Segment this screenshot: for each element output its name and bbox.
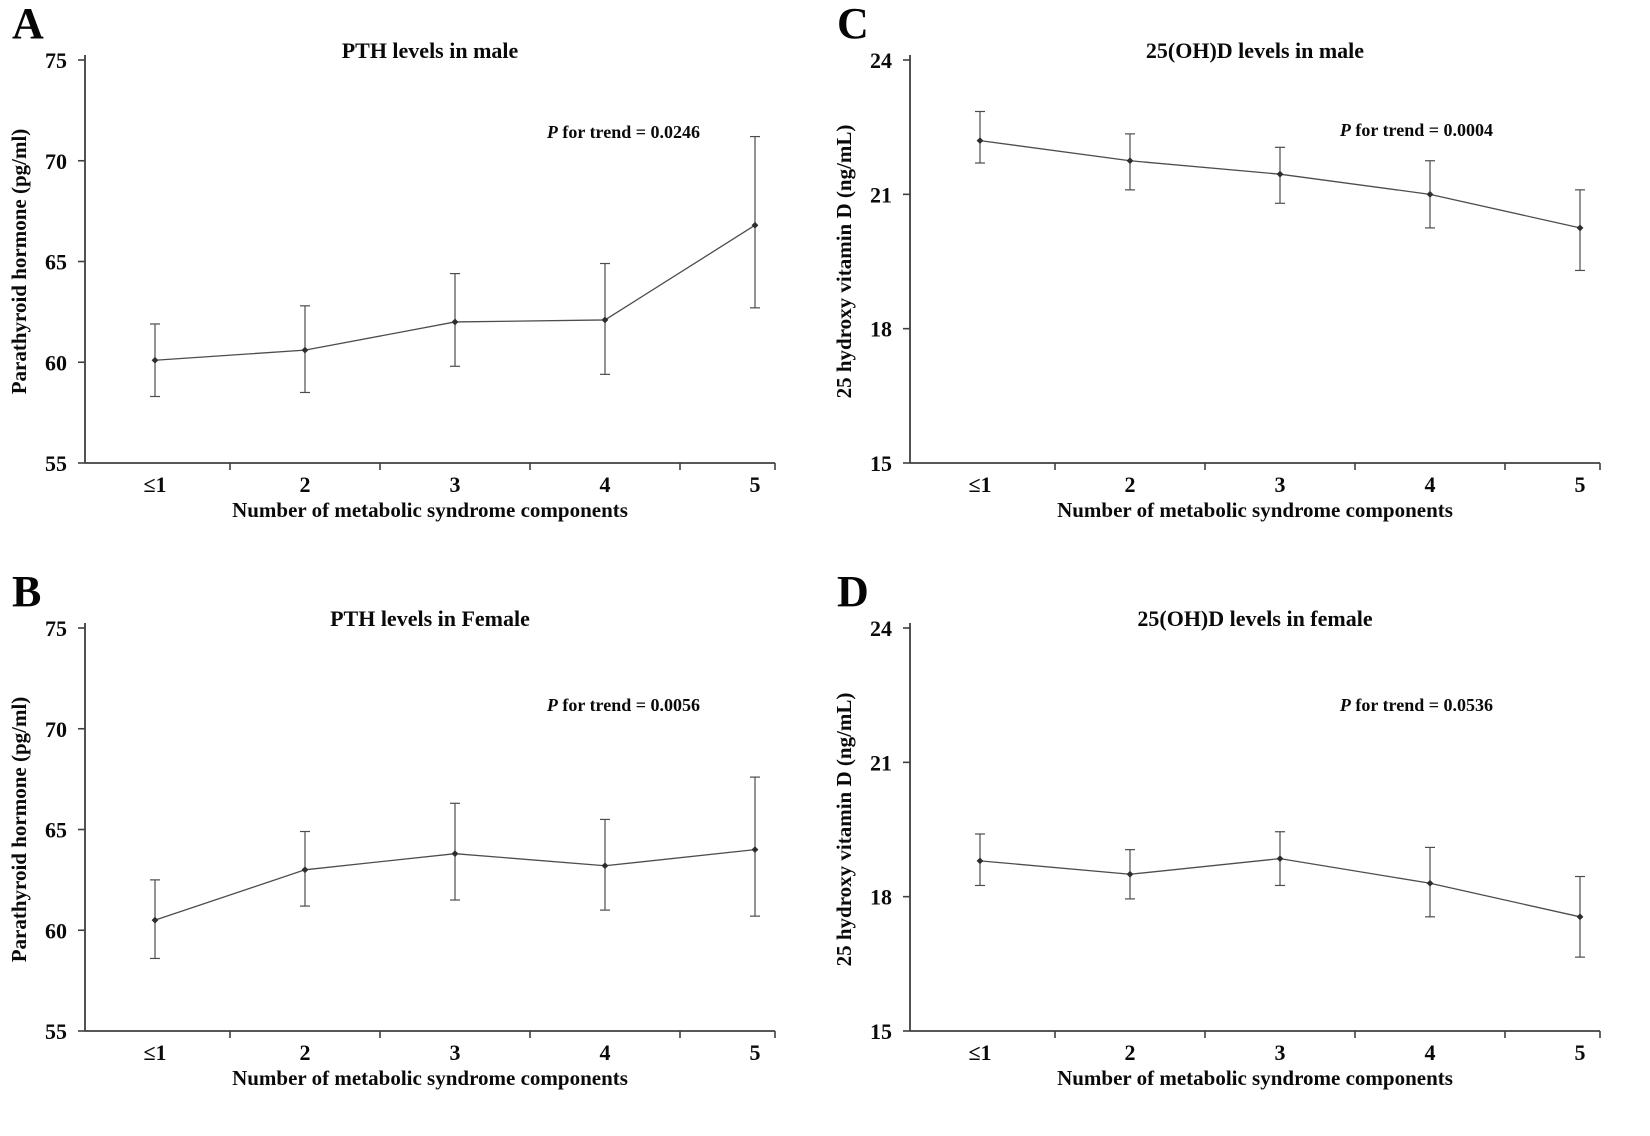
x-axis-title: Number of metabolic syndrome components [1057,1066,1453,1090]
y-tick-label: 55 [45,451,67,476]
panel-C: C 15 18 21 24 ≤1 2 3 4 5 Number of metabolic synd… [825,0,1650,568]
x-category-label: 5 [750,1040,761,1065]
y-tick-label: 55 [45,1019,67,1044]
x-category-label: 3 [1275,1040,1286,1065]
panel-letter: B [12,567,42,616]
x-category-label: 3 [450,472,461,497]
y-tick-label: 24 [870,48,892,73]
panel-letter: A [12,0,44,48]
x-axis-title: Number of metabolic syndrome components [232,1066,628,1090]
data-point-marker [1576,224,1584,232]
y-tick-label: 60 [45,350,67,375]
x-category-label: ≤1 [968,472,991,497]
chart-title: PTH levels in male [342,38,519,63]
data-point-marker [151,356,159,364]
x-category-label: ≤1 [143,472,166,497]
y-tick-label: 15 [870,1019,892,1044]
chart-pth-male: 55 60 65 70 75 ≤1 2 3 4 5 Number of metabolic synd… [7,38,776,522]
data-point-marker [151,916,159,924]
data-point-marker [301,346,309,354]
data-point-marker [301,866,309,874]
chart-25ohd-female: 15 18 21 24 ≤1 2 3 4 5 Number of metabolic syndro… [832,606,1601,1090]
data-point-marker [451,318,459,326]
p-for-trend-annotation: P for trend = 0.0536 [1339,695,1493,715]
chart-title: PTH levels in Female [330,606,530,631]
y-tick-label: 60 [45,918,67,943]
x-category-label: 4 [600,1040,611,1065]
y-tick-label: 75 [45,48,67,73]
y-tick-label: 75 [45,616,67,641]
x-category-label: ≤1 [143,1040,166,1065]
data-point-marker [1426,190,1434,198]
panel-D: D 15 18 21 24 ≤1 2 3 4 5 Number of metabolic synd… [825,568,1650,1136]
x-category-label: 5 [1575,472,1586,497]
x-axis-title: Number of metabolic syndrome components [1057,498,1453,522]
x-category-label: 2 [1125,472,1136,497]
data-point-marker [451,850,459,858]
chart-title: 25(OH)D levels in male [1146,38,1364,63]
data-point-marker [1276,855,1284,863]
y-axis-title: Parathyroid hormone (pg/ml) [7,697,31,963]
panel-A: A 55 60 65 70 75 ≤1 2 3 4 5 Number of metabolic sy… [0,0,825,568]
data-point-marker [751,221,759,229]
data-point-marker [1426,879,1434,887]
panel-letter: D [837,567,869,616]
y-tick-label: 70 [45,717,67,742]
x-category-label: 4 [1425,1040,1436,1065]
x-category-label: 2 [300,472,311,497]
y-tick-label: 21 [870,182,892,207]
x-category-label: 4 [1425,472,1436,497]
p-for-trend-annotation: P for trend = 0.0004 [1339,120,1493,140]
x-axis-title: Number of metabolic syndrome components [232,498,628,522]
x-category-label: 5 [1575,1040,1586,1065]
data-point-marker [601,316,609,324]
data-point-marker [751,846,759,854]
data-point-marker [601,862,609,870]
chart-title: 25(OH)D levels in female [1137,606,1372,631]
x-category-label: 3 [1275,472,1286,497]
y-tick-label: 65 [45,250,67,275]
x-category-label: 3 [450,1040,461,1065]
data-point-marker [976,857,984,865]
y-axis-title: 25 hydroxy vitamin D (ng/mL) [832,693,856,967]
y-tick-label: 70 [45,149,67,174]
panel-B: B 55 60 65 70 75 ≤1 2 3 4 5 Number of metabolic sy… [0,568,825,1136]
x-category-label: ≤1 [968,1040,991,1065]
data-point-marker [976,137,984,144]
data-point-marker [1126,870,1134,878]
data-point-marker [1126,157,1134,165]
y-tick-label: 18 [870,317,892,342]
y-axis-title: 25 hydroxy vitamin D (ng/mL) [832,125,856,399]
y-axis-title: Parathyroid hormone (pg/ml) [7,129,31,395]
x-category-label: 2 [1125,1040,1136,1065]
x-category-label: 2 [300,1040,311,1065]
y-tick-label: 65 [45,818,67,843]
data-point-marker [1276,170,1284,178]
x-category-label: 5 [750,472,761,497]
data-point-marker [1576,913,1584,921]
p-for-trend-annotation: P for trend = 0.0056 [546,695,700,715]
panel-letter: C [837,0,869,48]
chart-pth-female: 55 60 65 70 75 ≤1 2 3 4 5 Number of metabolic synd… [7,606,776,1090]
chart-25ohd-male: 15 18 21 24 ≤1 2 3 4 5 Number of metabolic syndro… [832,38,1601,522]
y-tick-label: 18 [870,885,892,910]
y-tick-label: 15 [870,451,892,476]
y-tick-label: 21 [870,750,892,775]
y-tick-label: 24 [870,616,892,641]
p-for-trend-annotation: P for trend = 0.0246 [546,122,700,142]
x-category-label: 4 [600,472,611,497]
